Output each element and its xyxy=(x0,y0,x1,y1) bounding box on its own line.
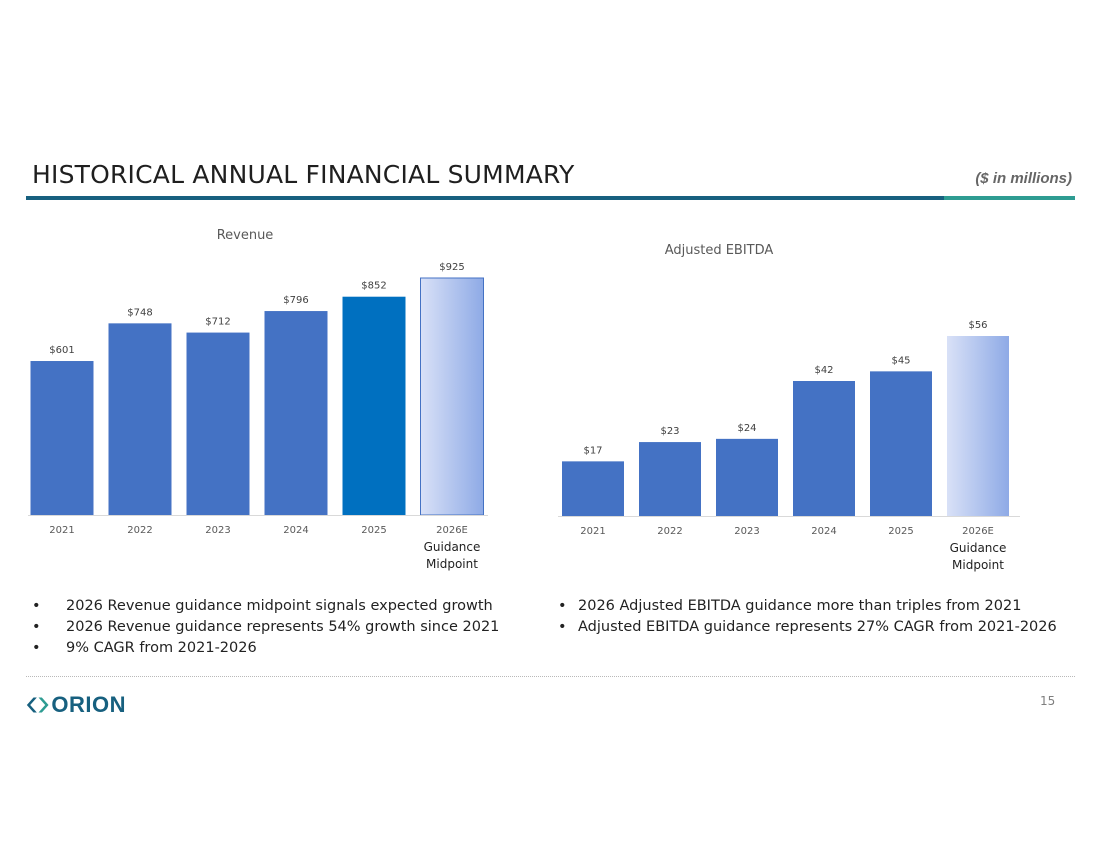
bar-2023 xyxy=(716,438,778,516)
data-label-2021: $17 xyxy=(583,445,602,456)
adjusted-ebitda-chart: Adjusted EBITDA $17 2021 $23 2022 $24 2023 $42 2… xyxy=(558,243,1020,572)
guidance-note-line: Guidance xyxy=(950,541,1007,555)
slide-title: HISTORICAL ANNUAL FINANCIAL SUMMARY xyxy=(32,160,575,189)
orion-logo-text: ORION xyxy=(51,692,126,717)
revenue-chart: Revenue $601 2021 $748 2022 $712 2023 $796 2024 $… xyxy=(28,228,488,571)
data-label-2025: $45 xyxy=(891,355,910,366)
x-tick-2023: 2023 xyxy=(734,526,759,537)
x-tick-2024: 2024 xyxy=(283,525,308,536)
data-label-2025: $852 xyxy=(361,281,386,292)
x-tick-2022: 2022 xyxy=(127,525,152,536)
x-tick-2025: 2025 xyxy=(888,526,913,537)
x-tick-2025: 2025 xyxy=(361,525,386,536)
orion-logo: ORION xyxy=(26,693,126,717)
bullet-item: 9% CAGR from 2021-2026 xyxy=(32,638,499,659)
data-label-2022: $748 xyxy=(127,307,152,318)
x-tick-2021: 2021 xyxy=(580,526,605,537)
guidance-note-line: Midpoint xyxy=(952,558,1004,572)
bar-2022 xyxy=(639,442,701,516)
data-label-2023: $24 xyxy=(737,423,756,434)
x-tick-2023: 2023 xyxy=(205,525,230,536)
data-label-2022: $23 xyxy=(660,426,679,437)
bar-2024 xyxy=(264,311,328,515)
data-label-2024: $796 xyxy=(283,295,308,306)
bar-2021 xyxy=(30,361,94,515)
footer-divider xyxy=(26,676,1075,677)
x-tick-2026e: 2026E xyxy=(962,526,994,537)
guidance-note-line: Guidance xyxy=(424,540,481,554)
guidance-note-line: Midpoint xyxy=(426,557,478,571)
bar-2025 xyxy=(342,296,406,515)
data-label-2023: $712 xyxy=(205,317,230,328)
data-label-2024: $42 xyxy=(814,365,833,376)
x-tick-2021: 2021 xyxy=(49,525,74,536)
bar-2026e xyxy=(947,336,1009,516)
chart-title: Revenue xyxy=(217,228,274,243)
title-rule xyxy=(26,196,944,200)
bullet-item: Adjusted EBITDA guidance represents 27% … xyxy=(558,617,1057,638)
chart-title: Adjusted EBITDA xyxy=(665,243,774,258)
bar-2025 xyxy=(870,371,932,516)
data-label-2026e: $925 xyxy=(439,262,464,273)
data-label-2021: $601 xyxy=(49,345,74,356)
orion-logo-icon xyxy=(26,697,49,713)
bar-2021 xyxy=(562,461,624,516)
title-rule-accent xyxy=(944,196,1075,200)
bar-2022 xyxy=(108,323,172,515)
page-number: 15 xyxy=(1040,694,1056,708)
ebitda-bullet-list: 2026 Adjusted EBITDA guidance more than … xyxy=(558,596,1057,638)
bullet-item: 2026 Adjusted EBITDA guidance more than … xyxy=(558,596,1057,617)
units-note: ($ in millions) xyxy=(975,170,1072,187)
bullet-item: 2026 Revenue guidance midpoint signals e… xyxy=(32,596,499,617)
x-tick-2022: 2022 xyxy=(657,526,682,537)
bar-2026e xyxy=(420,277,484,516)
x-tick-2024: 2024 xyxy=(811,526,836,537)
x-tick-2026e: 2026E xyxy=(436,525,468,536)
data-label-2026e: $56 xyxy=(968,320,987,331)
revenue-bullet-list: 2026 Revenue guidance midpoint signals e… xyxy=(32,596,499,659)
bullet-item: 2026 Revenue guidance represents 54% gro… xyxy=(32,617,499,638)
bar-2023 xyxy=(186,332,250,515)
bar-2024 xyxy=(793,381,855,516)
